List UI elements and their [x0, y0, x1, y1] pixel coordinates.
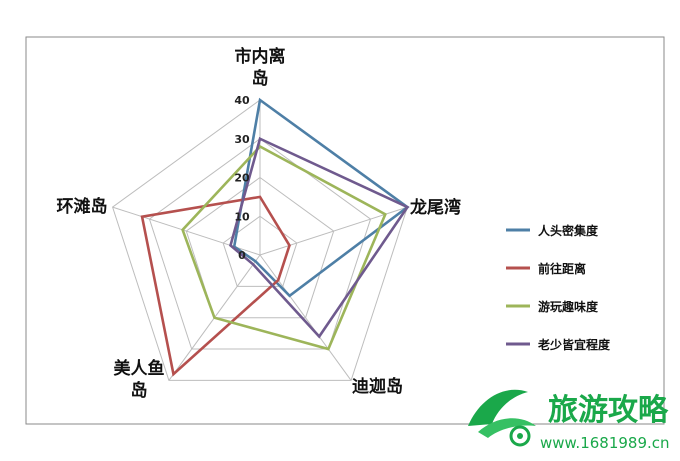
legend-label-2: 游玩趣味度: [538, 299, 599, 314]
tick-label-30: 30: [234, 133, 250, 146]
tick-label-20: 20: [234, 172, 250, 185]
watermark-url: www.1681989.cn: [540, 434, 670, 452]
grid-ring-10: [222, 215, 298, 287]
tick-label-40: 40: [234, 94, 250, 107]
radar-series: [140, 97, 410, 377]
axis-label-0: 市内离岛: [235, 46, 286, 89]
legend-label-0: 人头密集度: [538, 223, 599, 238]
axis-label-1: 龙尾湾: [409, 197, 461, 218]
watermark-title: 旅游攻略: [548, 393, 669, 428]
grid-spoke-1: [259, 206, 408, 256]
tick-label-0: 0: [238, 249, 246, 262]
watermark: 旅游攻略 www.1681989.cn: [468, 389, 670, 452]
grid-ring-30: [148, 138, 372, 350]
series-line-0: [232, 97, 410, 298]
legend-label-3: 老少皆宜程度: [538, 337, 611, 352]
legend-label-1: 前往距离: [538, 261, 586, 276]
radar-ticks: 0 10 20 30 40: [234, 94, 250, 262]
axis-label-4: 环滩岛: [57, 196, 108, 217]
axis-label-2: 迪迦岛: [352, 376, 403, 397]
tick-label-10: 10: [234, 210, 250, 223]
series-line-3: [229, 136, 410, 339]
series-line-1: [140, 195, 291, 377]
axis-label-3: 美人鱼岛: [114, 358, 165, 401]
watermark-logo: [468, 389, 536, 447]
grid-spoke-2: [259, 254, 352, 381]
series-line-2: [181, 144, 387, 351]
grid-ring-20: [185, 176, 335, 319]
chart-frame: [25, 36, 665, 425]
